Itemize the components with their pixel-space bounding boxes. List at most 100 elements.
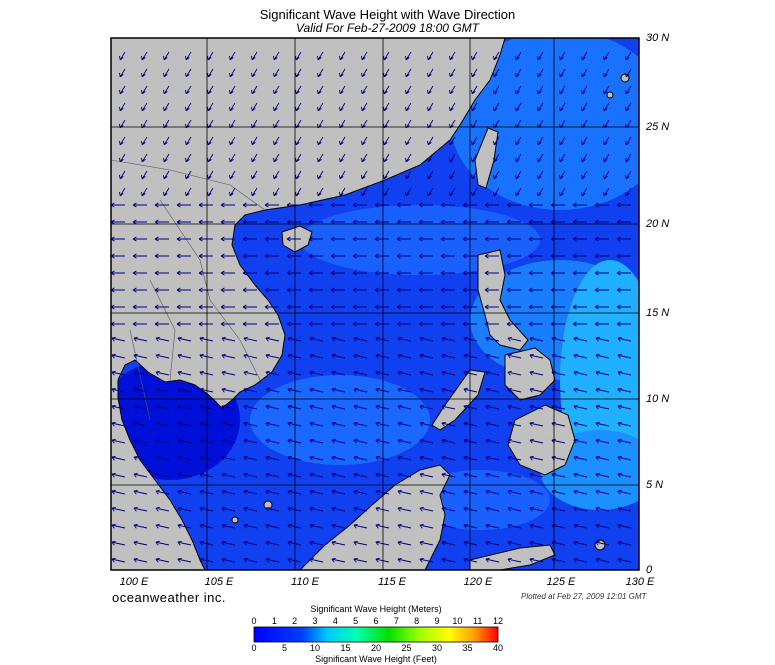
wave-arrow [493,153,500,163]
colorbar-meters-tick: 1 [271,616,277,626]
wave-arrow [441,489,456,495]
wave-arrow [617,506,632,512]
wave-arrow [528,236,543,242]
wave-arrow [220,321,235,327]
wave-arrow [405,187,412,197]
wave-arrow [163,85,170,95]
wave-arrow [286,287,301,293]
wave-arrow [507,370,522,376]
wave-arrow [286,202,301,208]
wave-arrow [331,489,346,495]
wave-arrow [559,85,566,95]
wave-arrow [199,370,214,376]
wave-arrow [625,85,632,95]
wave-arrow [595,472,610,478]
wave-arrow [308,236,323,242]
wave-arrow [419,489,434,495]
wave-arrow [243,540,258,546]
wave-arrow [383,68,390,78]
wave-arrow [155,404,170,410]
wave-arrow [330,304,345,310]
wave-arrow [375,455,390,461]
wave-arrow [199,455,214,461]
wave-arrow [419,557,434,563]
wave-arrow [353,540,368,546]
wave-arrow [485,506,500,512]
wave-arrow [383,85,390,95]
wave-arrow [485,489,500,495]
wave-arrow [207,85,214,95]
wave-arrow [141,102,148,112]
wave-arrow [176,202,191,208]
wave-arrow [484,304,499,310]
colorbar-meters-tick: 2 [292,616,298,626]
wave-arrow [559,170,566,180]
lon-label-115e: 115 E [378,576,406,588]
wave-arrow [308,253,323,259]
wave-arrow [111,506,126,512]
wave-arrow [361,187,368,197]
wave-arrow [375,523,390,529]
wave-arrow [595,438,610,444]
wave-arrow [529,421,544,427]
wave-arrow [243,472,258,478]
wave-arrow [287,506,302,512]
wave-arrow [154,287,169,293]
wave-arrow [199,506,214,512]
wave-arrow [440,202,455,208]
wave-arrow [603,170,610,180]
wave-arrow [287,370,302,376]
wave-arrow [471,153,478,163]
wave-arrow [155,455,170,461]
wave-arrow [361,153,368,163]
wave-arrow [132,236,147,242]
wave-arrow [331,387,346,393]
wave-arrow [418,321,433,327]
wave-arrow [595,404,610,410]
wave-arrow [507,421,522,427]
wave-arrow [221,421,236,427]
wave-arrow [595,353,610,359]
colorbar-feet-tick: 40 [492,643,503,653]
lon-label-120e: 120 E [463,576,493,588]
wave-arrow [617,523,632,529]
wave-arrow [595,455,610,461]
wave-arrow [617,421,632,427]
wave-arrow [484,270,499,276]
colorbar-meters-tick: 4 [332,616,338,626]
wave-arrow [515,102,522,112]
wave-arrow [286,236,301,242]
wave-arrow [353,336,368,342]
wave-arrow [418,236,433,242]
wave-arrow [265,523,280,529]
wave-arrow [295,136,302,146]
wave-arrow [133,506,148,512]
wave-arrow [163,68,170,78]
wave-arrow [198,304,213,310]
wave-arrow [528,270,543,276]
wave-arrow [220,253,235,259]
wave-arrow [133,387,148,393]
wave-arrow [111,336,126,342]
wave-arrow [471,51,478,61]
wave-arrow [484,287,499,293]
wave-arrow [528,253,543,259]
colorbar-feet-tick: 20 [370,643,381,653]
wave-arrow [361,68,368,78]
wave-arrow [617,489,632,495]
colorbar-meters-tick: 11 [472,616,483,626]
wave-arrow [221,353,236,359]
wave-arrow [353,523,368,529]
wave-arrow [221,387,236,393]
wave-arrow [198,202,213,208]
wave-arrow [507,489,522,495]
colorbar-feet-tick: 0 [251,643,257,653]
wave-arrow [507,387,522,393]
wave-arrow [396,321,411,327]
wave-arrow [177,506,192,512]
wave-arrow [440,270,455,276]
wave-arrow [199,336,214,342]
wave-arrow [133,523,148,529]
wave-arrow [111,370,126,376]
wave-arrow [243,370,258,376]
